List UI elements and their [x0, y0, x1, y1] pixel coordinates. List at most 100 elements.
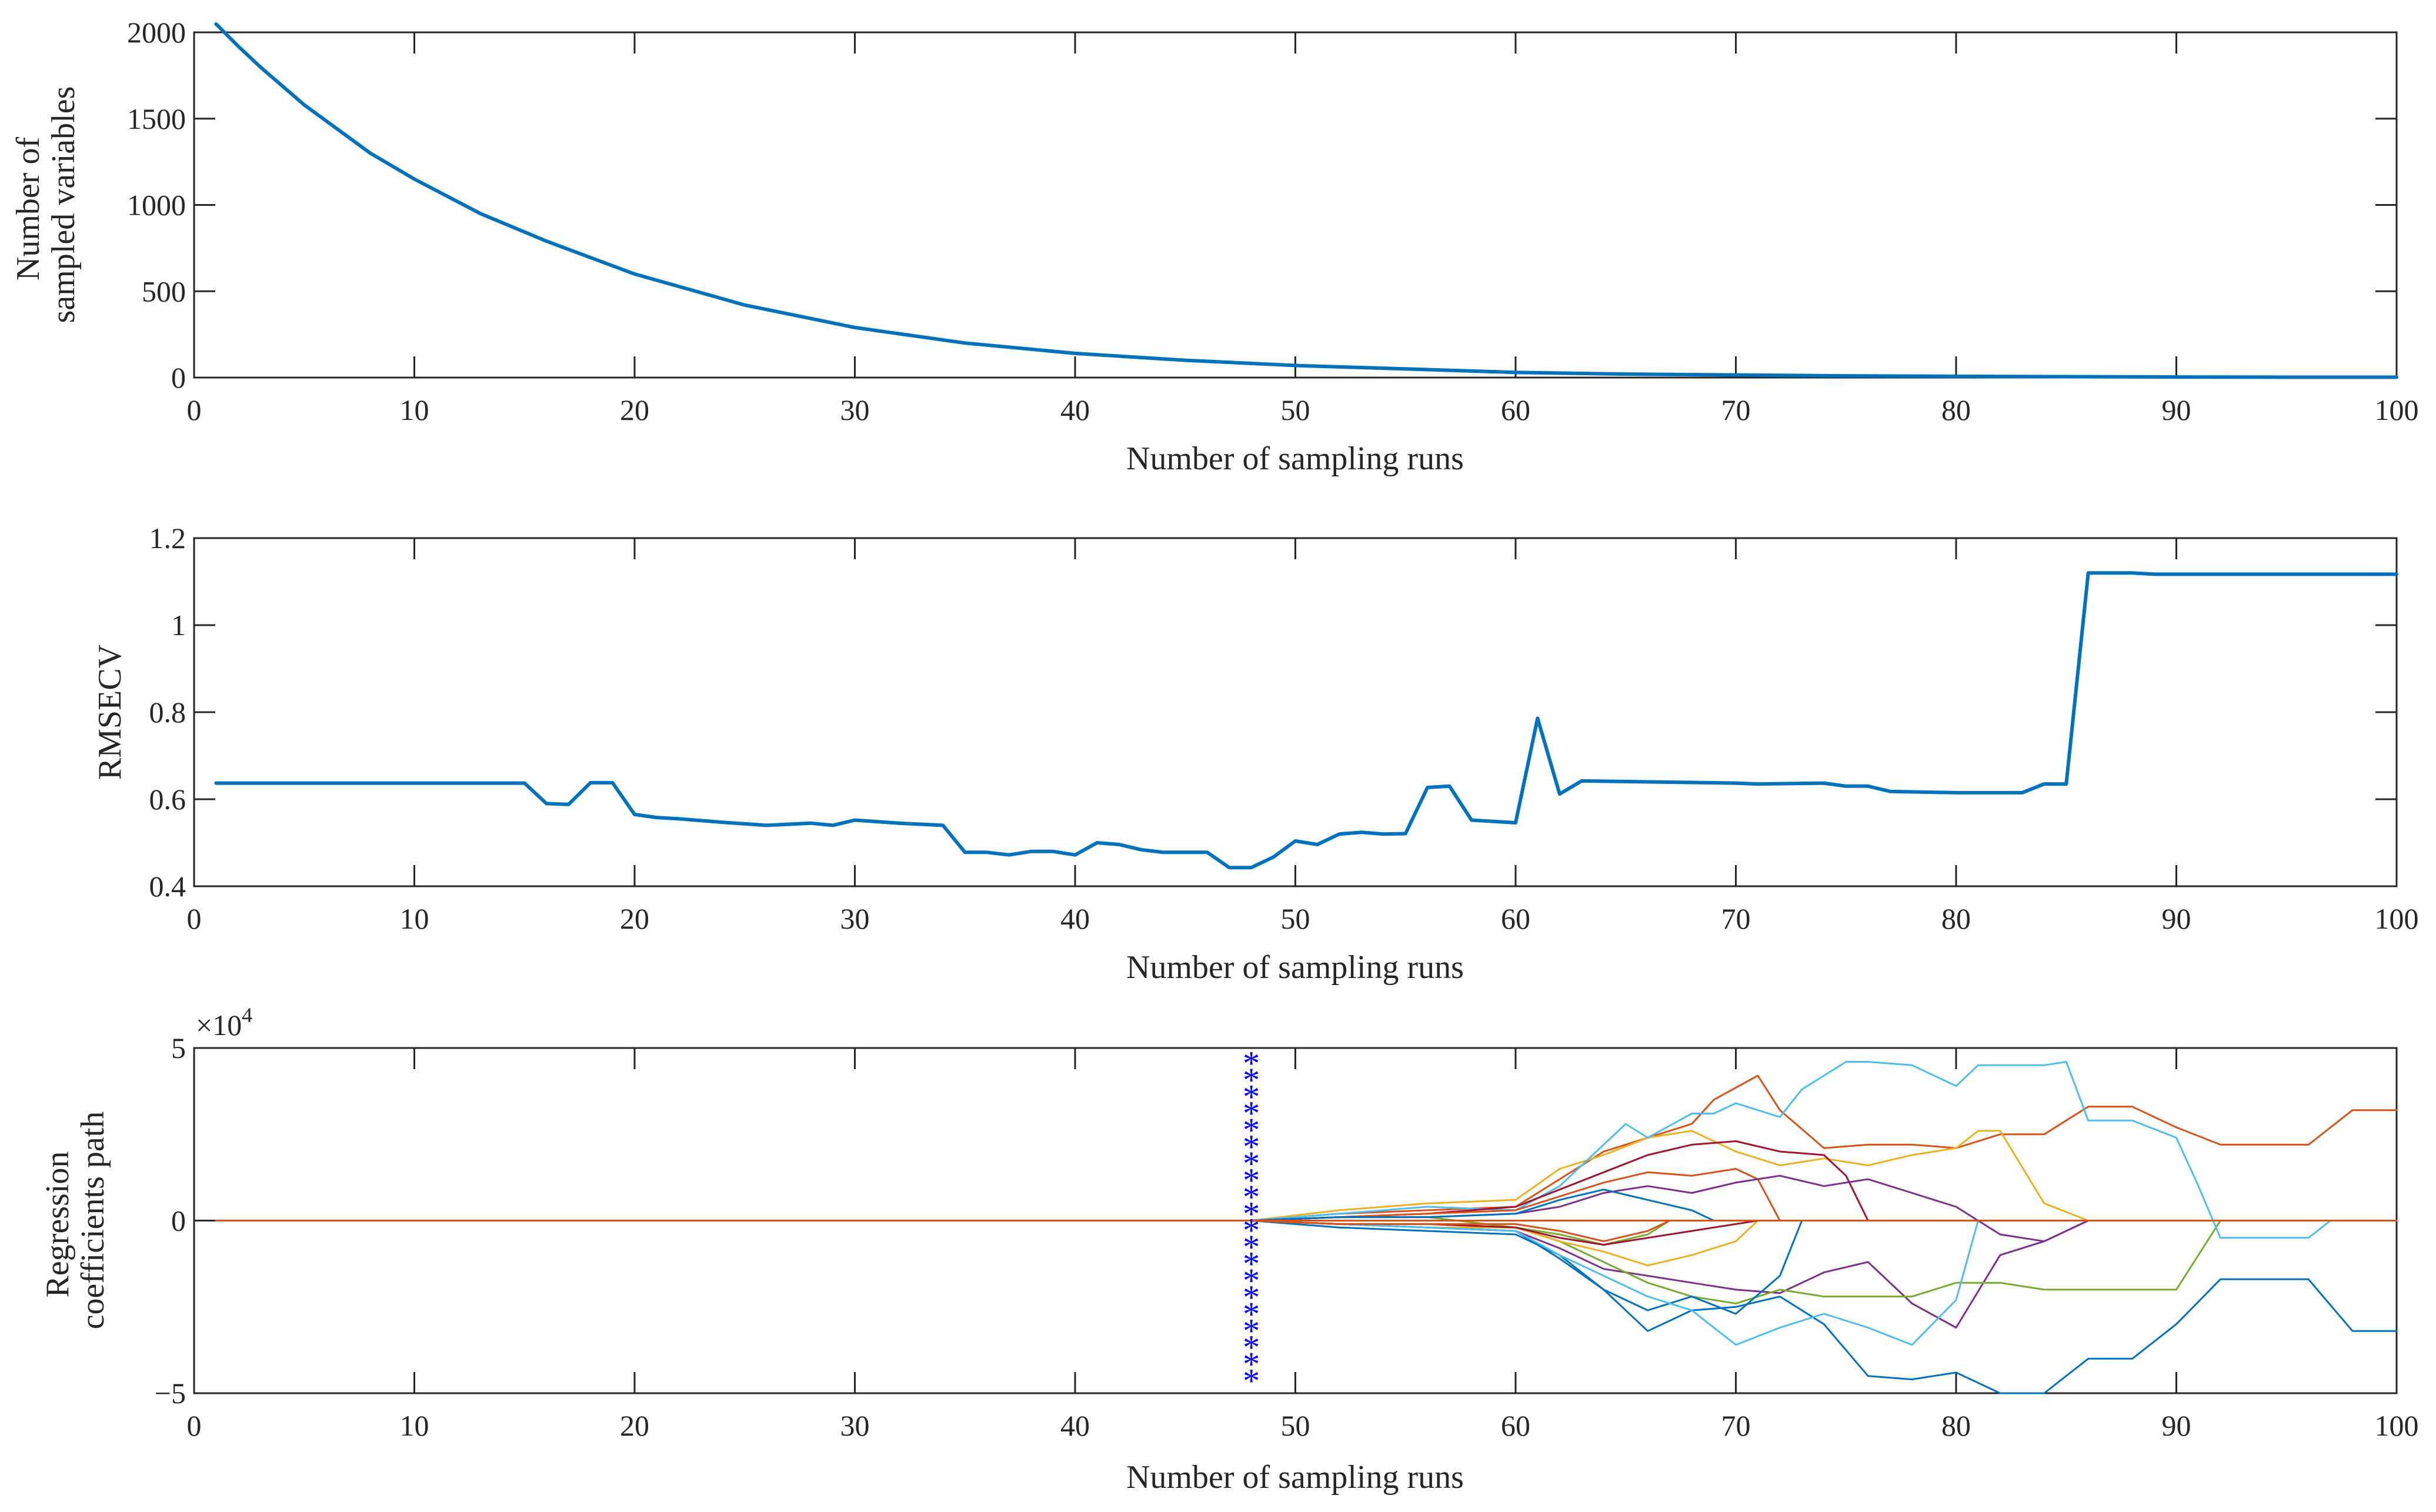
optimal-run-marker: *: [1243, 1144, 1260, 1183]
marker-layer-3: ********************: [1243, 1044, 1260, 1400]
y-axis-label-1-line1: Number of: [10, 137, 46, 281]
plot-area-2: [193, 537, 2398, 887]
optimal-run-marker: *: [1243, 1061, 1260, 1099]
x-tick-label: 0: [187, 902, 202, 935]
x-axis-label-3: Number of sampling runs: [1126, 1459, 1464, 1496]
x-tick-label: 60: [1501, 1409, 1530, 1442]
x-tick-label: 30: [840, 393, 870, 426]
x-tick-label: 90: [2162, 902, 2191, 935]
optimal-run-marker: *: [1243, 1362, 1260, 1400]
exponent-label: ×104: [196, 1003, 252, 1042]
y-tick-label: 5: [171, 1032, 186, 1064]
optimal-run-marker: *: [1243, 1077, 1260, 1116]
x-tick-label: 0: [187, 1409, 202, 1442]
optimal-run-marker: *: [1243, 1211, 1260, 1250]
y-tick-label: 0.6: [149, 783, 186, 816]
y-axis-label-1-line2: sampled variables: [45, 86, 82, 323]
x-tick-label: 50: [1281, 1409, 1310, 1442]
series-line-c1: [215, 1220, 2398, 1394]
y-tick-label: 1000: [127, 189, 186, 222]
optimal-run-marker: *: [1243, 1261, 1260, 1300]
series-line-c13: [215, 1220, 2398, 1346]
y-axis-label-1: Number of sampled variables: [10, 86, 82, 323]
series-line-c2: [215, 1074, 2398, 1221]
x-tick-label: 20: [620, 902, 649, 935]
x-tick-label: 20: [620, 1409, 649, 1442]
x-tick-label: 40: [1060, 393, 1090, 426]
optimal-run-marker: *: [1243, 1044, 1260, 1082]
x-tick-label: 100: [2375, 902, 2419, 935]
x-tick-label: 70: [1721, 393, 1751, 426]
x-tick-label: 20: [620, 393, 649, 426]
x-tick-label: 40: [1060, 1409, 1090, 1442]
y-tick-label: 0.8: [149, 696, 186, 729]
x-tick-label: 90: [2162, 1409, 2191, 1442]
x-tick-label: 30: [840, 1409, 870, 1442]
y-tick-label: 2000: [127, 16, 186, 49]
y-tick-label: 0.4: [149, 870, 186, 903]
y-tick-label: 0: [171, 1204, 186, 1237]
optimal-run-marker: *: [1243, 1094, 1260, 1133]
optimal-run-marker: *: [1243, 1194, 1260, 1233]
y-tick-label: 0: [171, 361, 186, 394]
x-tick-label: 100: [2375, 393, 2419, 426]
x-axis-label-1: Number of sampling runs: [1126, 440, 1464, 477]
x-tick-label: 60: [1501, 393, 1530, 426]
plot-area-1: [193, 31, 2398, 379]
x-tick-label: 10: [400, 902, 429, 935]
y-tick-label: 500: [142, 275, 186, 308]
y-tick-label: 1: [171, 609, 186, 642]
x-tick-label: 50: [1281, 902, 1310, 935]
exponent-power: 4: [242, 1003, 252, 1027]
series-line-c16: [215, 1220, 2398, 1243]
x-ticks-1: 0 10 20 30 40 50 60 70 80 90 100: [187, 32, 2419, 426]
optimal-run-marker: *: [1243, 1178, 1260, 1216]
x-tick-label: 0: [187, 393, 202, 426]
series-layer-2: [214, 571, 2398, 870]
y-tick-label: 1500: [127, 102, 186, 135]
x-tick-label: 80: [1941, 902, 1971, 935]
series-line-RMSECV: [214, 571, 2398, 870]
x-ticks-2: 0 10 20 30 40 50 60 70 80 90 100: [187, 538, 2419, 935]
panel-regression-coefficients: 0 10 20 30 40 50 60 70 80 90 100 −505 ************…: [39, 1003, 2419, 1496]
y-axis-label-3-line1: Regression: [39, 1151, 76, 1298]
x-tick-label: 40: [1060, 902, 1090, 935]
series-line-c5: [215, 1216, 2398, 1304]
panel-sampled-variables: 0 10 20 30 40 50 60 70 80 90 100 0500100015002000 …: [10, 16, 2419, 477]
y-axis-label-2: RMSECV: [92, 645, 128, 780]
optimal-run-marker: *: [1243, 1311, 1260, 1350]
optimal-run-marker: *: [1243, 1329, 1260, 1367]
series-line-c15: [215, 1189, 2398, 1221]
y-axis-label-3: Regression coefficients path: [39, 1112, 111, 1330]
optimal-run-marker: *: [1243, 1245, 1260, 1283]
y-ticks-1: 0 500 1000 1500 2000: [127, 16, 2397, 394]
x-tick-label: 30: [840, 902, 870, 935]
x-tick-label: 90: [2162, 393, 2191, 426]
x-tick-label: 10: [400, 1409, 429, 1442]
y-tick-label: −5: [155, 1377, 186, 1410]
x-tick-label: 80: [1941, 393, 1971, 426]
y-tick-label: 1.2: [149, 522, 186, 555]
y-ticks-2: 0.4 0.6 0.8 1 1.2: [149, 522, 2397, 903]
optimal-run-marker: *: [1243, 1228, 1260, 1266]
x-tick-label: 100: [2375, 1409, 2419, 1442]
x-tick-label: 70: [1721, 1409, 1751, 1442]
exponent-base: ×10: [196, 1009, 242, 1042]
optimal-run-marker: *: [1243, 1345, 1260, 1383]
x-axis-label-2: Number of sampling runs: [1126, 949, 1464, 986]
x-tick-label: 70: [1721, 902, 1751, 935]
x-tick-label: 10: [400, 393, 429, 426]
series-line-c3: [215, 1130, 2398, 1221]
optimal-run-marker: *: [1243, 1295, 1260, 1333]
optimal-run-marker: *: [1243, 1161, 1260, 1199]
optimal-run-marker: *: [1243, 1111, 1260, 1149]
series-layer-1: [214, 22, 2398, 379]
series-line-sampled variables: [214, 22, 2398, 379]
optimal-run-marker: *: [1243, 1278, 1260, 1316]
x-tick-label: 50: [1281, 393, 1310, 426]
y-ticks-3: −5 0 5: [155, 1032, 2397, 1410]
optimal-run-marker: *: [1243, 1128, 1260, 1166]
x-tick-label: 80: [1941, 1409, 1971, 1442]
y-axis-label-3-line2: coefficients path: [75, 1112, 111, 1330]
